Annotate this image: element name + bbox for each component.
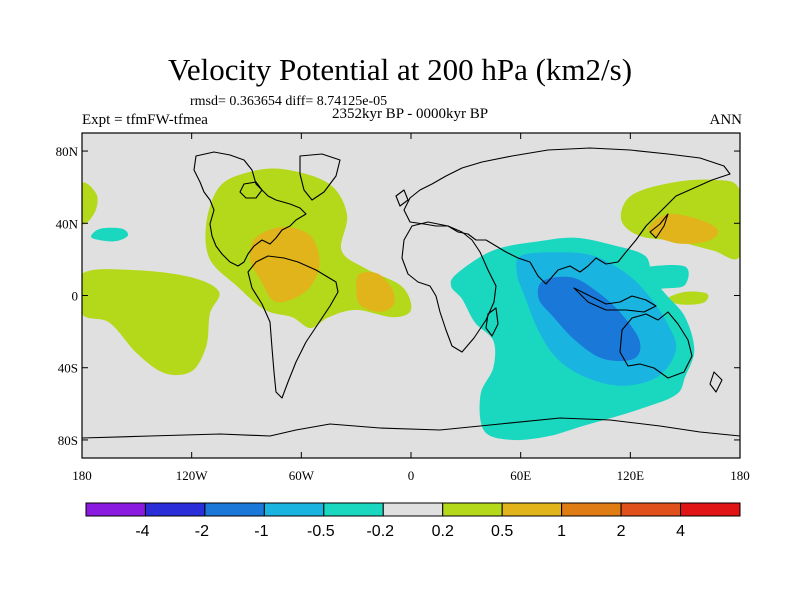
coastlines	[82, 147, 740, 439]
coastline-eurasia	[403, 147, 731, 285]
x-tick-label: 60W	[289, 468, 315, 483]
map-axes: 180 120W 60W 0 60E 120E 180 80N 40N 0 40S 80S	[56, 133, 750, 483]
colorbar-swatch	[442, 502, 503, 517]
colorbar-swatch	[501, 502, 563, 517]
coastline-antarctica	[82, 417, 740, 439]
colorbar-label: 4	[676, 523, 685, 540]
coastline-british-isles	[395, 189, 409, 207]
colorbar-swatch	[620, 502, 682, 517]
colorbar-swatch	[263, 502, 325, 517]
colorbar-label: 0.2	[432, 523, 454, 540]
colorbar: -4 -2 -1 -0.5 -0.2 0.2 0.5 1 2 4	[85, 502, 741, 540]
coastline-madagascar	[485, 307, 499, 337]
colorbar-label: -4	[135, 523, 149, 540]
y-tick-label: 80S	[58, 433, 78, 448]
coastline-indonesia	[573, 287, 657, 313]
colorbar-label: 1	[557, 523, 566, 540]
stats-text: rmsd= 0.363654 diff= 8.74125e-05	[190, 94, 388, 109]
region-south-america-core-positive	[356, 271, 395, 312]
region-pacific-small-positive	[666, 291, 709, 305]
x-tick-label: 180	[730, 468, 750, 483]
coastline-south-america	[247, 255, 339, 399]
season-label: ANN	[709, 112, 743, 128]
y-tick-label: 0	[72, 289, 79, 304]
colorbar-swatch	[144, 502, 206, 517]
coastline-greenland	[299, 153, 341, 201]
colorbar-label: 2	[617, 523, 626, 540]
colorbar-swatch	[85, 502, 146, 517]
chart-title: Velocity Potential at 200 hPa (km2/s)	[167, 52, 633, 87]
experiment-label: Expt = tfmFW-tfmea	[82, 112, 208, 128]
region-north-pacific-small-negative	[91, 227, 129, 242]
y-tick-label: 80N	[56, 144, 79, 159]
colorbar-label: -0.5	[307, 523, 335, 540]
region-indian-ocean-core-negative	[537, 276, 641, 361]
coastline-africa	[401, 221, 497, 353]
y-tick-label: 40N	[56, 216, 79, 231]
map-layer	[82, 133, 740, 458]
colorbar-swatch	[680, 502, 741, 517]
x-tick-label: 120W	[176, 468, 209, 483]
region-dateline-west-positive	[82, 182, 98, 225]
coastline-north-america	[193, 151, 307, 267]
coastline-new-zealand	[709, 371, 723, 393]
colorbar-label: -1	[254, 523, 268, 540]
y-tick-label: 40S	[58, 361, 78, 376]
region-west-pacific-negative	[621, 264, 689, 290]
region-east-pacific-positive	[82, 269, 220, 376]
x-tick-label: 120E	[617, 468, 645, 483]
colorbar-swatch	[561, 502, 622, 517]
x-tick-label: 0	[408, 468, 415, 483]
colorbar-label: -2	[195, 523, 209, 540]
colorbar-swatch	[204, 502, 265, 517]
contour-regions	[82, 168, 740, 441]
colorbar-label: 0.5	[491, 523, 513, 540]
colorbar-swatch	[382, 502, 444, 517]
chart-subtitle: 2352kyr BP - 0000kyr BP	[331, 106, 489, 122]
x-tick-label: 180	[72, 468, 92, 483]
colorbar-label: -0.2	[366, 523, 394, 540]
coastline-australia	[619, 311, 693, 379]
coastline-hudson-bay	[239, 181, 263, 199]
coastline-japan	[649, 213, 669, 239]
colorbar-swatch	[323, 502, 384, 517]
x-tick-label: 60E	[510, 468, 531, 483]
region-atlantic-core-positive	[249, 226, 320, 303]
